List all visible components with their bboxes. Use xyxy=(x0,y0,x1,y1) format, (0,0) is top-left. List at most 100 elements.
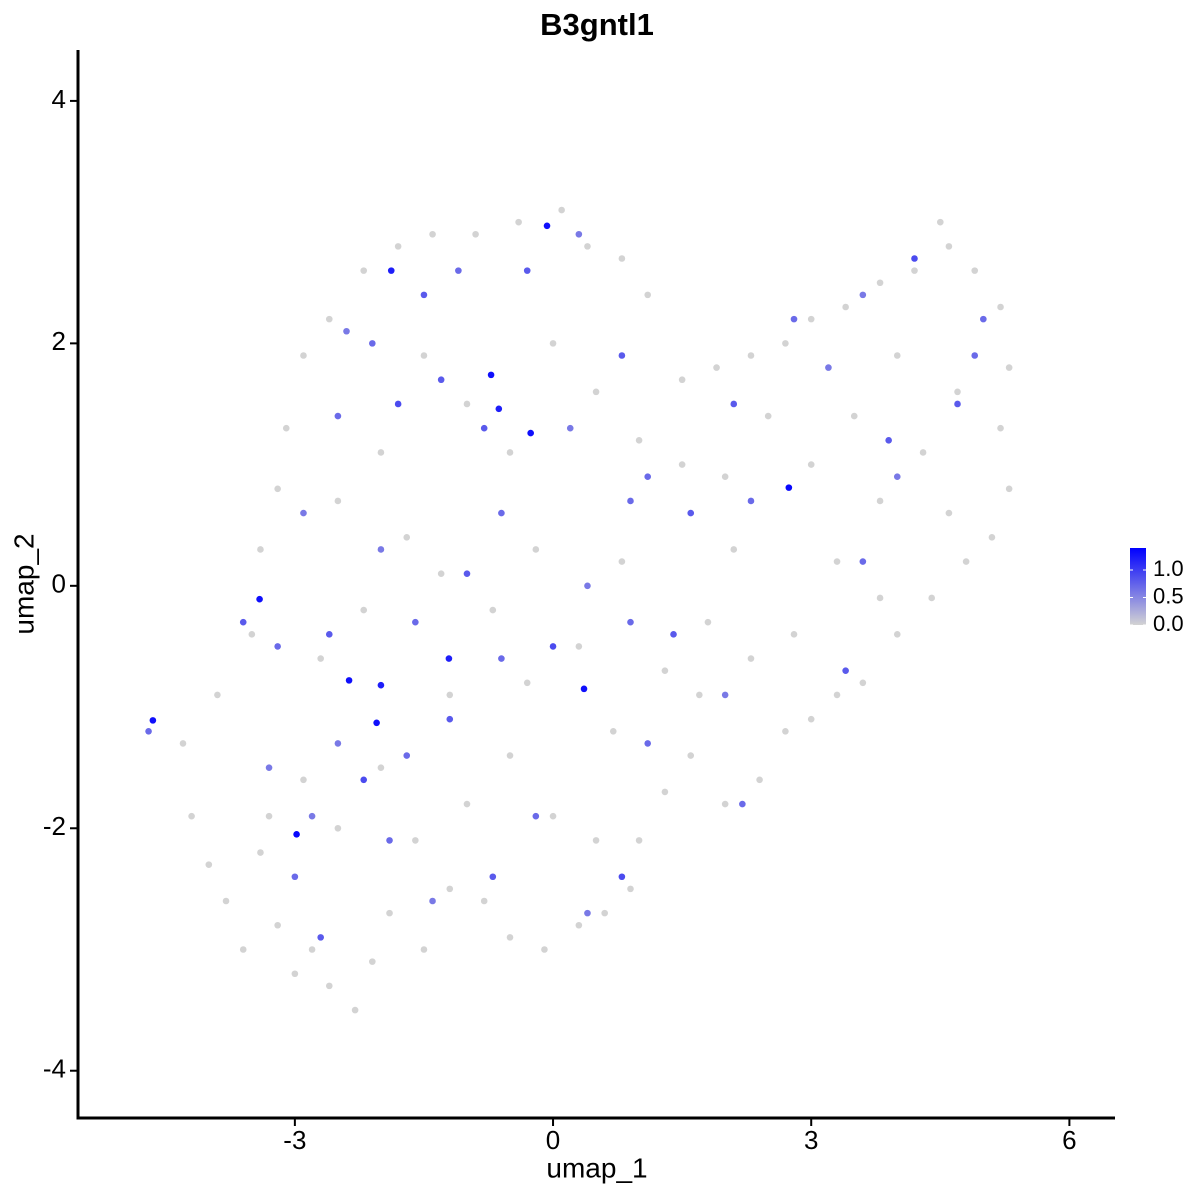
point xyxy=(377,681,385,689)
point xyxy=(489,606,497,614)
colorbar-tick-label: 1.0 xyxy=(1153,556,1184,581)
y-axis-title: umap_2 xyxy=(8,533,39,634)
point xyxy=(782,727,789,735)
point xyxy=(747,655,755,662)
point xyxy=(833,558,841,565)
point xyxy=(713,364,720,371)
point xyxy=(300,776,307,784)
point xyxy=(360,267,368,274)
point xyxy=(532,546,540,553)
point xyxy=(377,546,385,553)
point xyxy=(756,776,763,784)
colorbar: 0.0 0.51.0 xyxy=(1130,548,1184,636)
point xyxy=(506,934,514,941)
point xyxy=(543,222,551,230)
point xyxy=(360,776,368,784)
point xyxy=(334,412,342,420)
point xyxy=(721,691,729,699)
point xyxy=(644,291,652,299)
point xyxy=(678,461,686,468)
chart-title: B3gntl1 xyxy=(540,7,654,42)
point xyxy=(274,485,281,493)
point xyxy=(480,897,488,905)
point xyxy=(248,631,256,638)
point xyxy=(859,291,867,299)
colorbar-gradient xyxy=(1130,548,1146,625)
point xyxy=(584,243,591,250)
point xyxy=(678,376,686,384)
point xyxy=(635,437,643,444)
point xyxy=(334,740,342,747)
point xyxy=(265,764,273,771)
point xyxy=(446,715,454,723)
point xyxy=(721,800,729,808)
point xyxy=(696,691,703,699)
point xyxy=(412,618,419,626)
point xyxy=(369,958,376,965)
point xyxy=(971,267,979,274)
point xyxy=(893,352,901,359)
point xyxy=(859,679,867,687)
point xyxy=(420,946,428,953)
point xyxy=(859,558,867,565)
point xyxy=(687,752,695,759)
point xyxy=(575,921,583,929)
point xyxy=(495,405,503,413)
point xyxy=(214,691,221,699)
point xyxy=(145,727,152,735)
point xyxy=(566,424,574,432)
point xyxy=(351,1006,359,1014)
point xyxy=(463,570,471,577)
point xyxy=(807,461,815,468)
point xyxy=(506,752,514,759)
point xyxy=(721,473,729,481)
point xyxy=(785,484,793,491)
point xyxy=(377,764,385,771)
y-tick-label: 4 xyxy=(52,84,66,114)
point xyxy=(403,752,411,759)
point xyxy=(222,897,230,905)
point xyxy=(911,255,918,262)
point xyxy=(919,449,927,456)
point xyxy=(256,595,263,603)
point xyxy=(308,946,316,953)
point xyxy=(360,606,368,614)
point xyxy=(790,631,798,638)
point xyxy=(618,873,626,881)
point xyxy=(911,267,918,274)
x-tick-label: -3 xyxy=(283,1125,306,1155)
point xyxy=(420,291,428,299)
point xyxy=(387,267,395,274)
point xyxy=(446,691,454,699)
point xyxy=(609,727,617,735)
point xyxy=(325,982,333,990)
point xyxy=(317,934,324,941)
point xyxy=(345,677,353,684)
point xyxy=(739,800,746,808)
point xyxy=(730,546,738,553)
point xyxy=(325,631,333,638)
x-tick-label: 0 xyxy=(546,1125,560,1155)
point xyxy=(325,315,333,323)
point xyxy=(661,667,669,674)
point xyxy=(188,812,195,820)
point xyxy=(893,631,901,638)
point xyxy=(842,667,849,674)
y-tick-label: 0 xyxy=(52,569,66,599)
y-tick-label: -4 xyxy=(43,1054,66,1084)
point xyxy=(575,230,583,238)
point xyxy=(893,473,901,481)
point xyxy=(317,655,324,662)
point xyxy=(446,885,454,893)
point xyxy=(627,885,634,893)
axes: -3 0 3 6 -4 -2 0 2 4 xyxy=(43,50,1115,1155)
point xyxy=(437,376,445,384)
point xyxy=(627,618,634,626)
point xyxy=(437,570,445,577)
point xyxy=(394,400,402,408)
point xyxy=(928,594,935,602)
point xyxy=(293,831,300,838)
point xyxy=(377,449,385,456)
point xyxy=(403,534,411,541)
